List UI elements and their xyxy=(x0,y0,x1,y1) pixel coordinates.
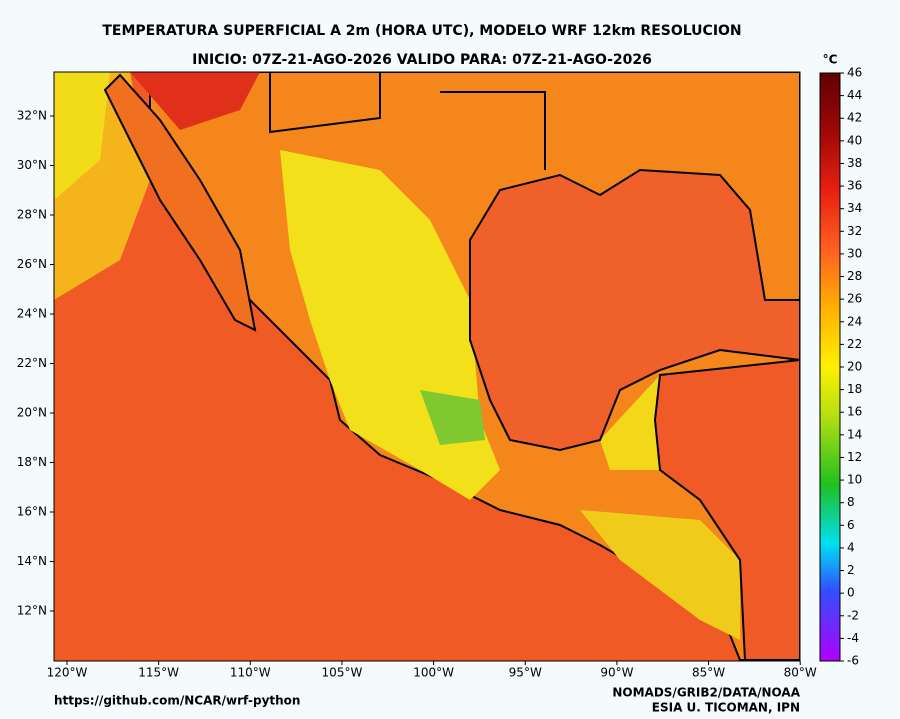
colorbar-tick-label: 20 xyxy=(847,360,862,374)
colorbar-tick-label: 42 xyxy=(847,111,862,125)
caribbean xyxy=(653,358,800,661)
lon-tick-label: 90°W xyxy=(600,666,633,680)
colorbar-tick-label: 28 xyxy=(847,269,862,283)
colorbar-tick-label: -4 xyxy=(847,631,859,645)
subtitle: INICIO: 07Z-21-AGO-2026 VALIDO PARA: 07Z… xyxy=(192,52,652,68)
colorbar-tick-label: 26 xyxy=(847,292,862,306)
lat-tick-label: 30°N xyxy=(17,158,47,172)
colorbar-tick-label: 16 xyxy=(847,405,862,419)
colorbar-tick-label: 46 xyxy=(847,66,862,80)
colorbar-tick-label: 12 xyxy=(847,450,862,464)
colorbar-tick-label: 10 xyxy=(847,473,862,487)
colorbar-tick-label: 6 xyxy=(847,518,855,532)
colorbar-tick-label: -6 xyxy=(847,654,859,668)
colorbar-tick-label: 22 xyxy=(847,337,862,351)
colorbar-tick-label: 44 xyxy=(847,88,862,102)
lat-tick-label: 16°N xyxy=(17,505,47,519)
title: TEMPERATURA SUPERFICIAL A 2m (HORA UTC),… xyxy=(102,23,741,39)
colorbar-tick-label: -2 xyxy=(847,608,859,622)
lon-tick-label: 110°W xyxy=(230,666,271,680)
colorbar-tick-label: 14 xyxy=(847,427,862,441)
footer-left: https://github.com/NCAR/wrf-python xyxy=(54,694,300,708)
colorbar-tick-label: 4 xyxy=(847,540,855,554)
cool-zone xyxy=(420,390,485,445)
border xyxy=(440,91,546,170)
yucatan xyxy=(600,375,660,470)
lat-tick-label: 24°N xyxy=(17,307,47,321)
colorbar-tick-label: 38 xyxy=(847,156,862,170)
gulf-of-mexico xyxy=(469,168,800,452)
map-frame xyxy=(53,71,801,662)
lon-tick-label: 80°W xyxy=(784,666,817,680)
colorbar-tick-label: 36 xyxy=(847,179,862,193)
lon-tick-label: 100°W xyxy=(413,666,454,680)
baja xyxy=(103,73,257,332)
colorbar-unit: °C xyxy=(823,53,838,67)
lon-tick-label: 115°W xyxy=(138,666,179,680)
lon-tick-label: 85°W xyxy=(692,666,725,680)
colorbar-tick-label: 34 xyxy=(847,201,862,215)
lon-tick-label: 95°W xyxy=(509,666,542,680)
lat-tick-label: 22°N xyxy=(17,356,47,370)
colorbar-tick-label: 30 xyxy=(847,246,862,260)
lat-tick-label: 14°N xyxy=(17,554,47,568)
colorbar xyxy=(819,72,841,662)
lat-tick-label: 28°N xyxy=(17,208,47,222)
lon-tick-label: 105°W xyxy=(322,666,363,680)
colorbar-tick-label: 8 xyxy=(847,495,855,509)
lat-tick-label: 26°N xyxy=(17,257,47,271)
coastal-ocean xyxy=(54,72,110,200)
footer-right: ESIA U. TICOMAN, IPN xyxy=(652,701,800,715)
lat-tick-label: 32°N xyxy=(17,109,47,123)
lon-tick-label: 120°W xyxy=(47,666,88,680)
central-america xyxy=(580,510,740,640)
lat-tick-label: 20°N xyxy=(17,406,47,420)
colorbar-tick-label: 2 xyxy=(847,563,855,577)
colorbar-tick-label: 24 xyxy=(847,314,862,328)
colorbar-tick-label: 32 xyxy=(847,224,862,238)
hot-zone xyxy=(130,72,260,130)
lat-tick-label: 18°N xyxy=(17,455,47,469)
footer-right: NOMADS/GRIB2/DATA/NOAA xyxy=(612,686,800,700)
colorbar-tick-label: 0 xyxy=(847,586,855,600)
lat-tick-label: 12°N xyxy=(17,604,47,618)
colorbar-tick-label: 40 xyxy=(847,133,862,147)
colorbar-tick-label: 18 xyxy=(847,382,862,396)
map xyxy=(54,72,800,661)
border xyxy=(269,72,381,134)
